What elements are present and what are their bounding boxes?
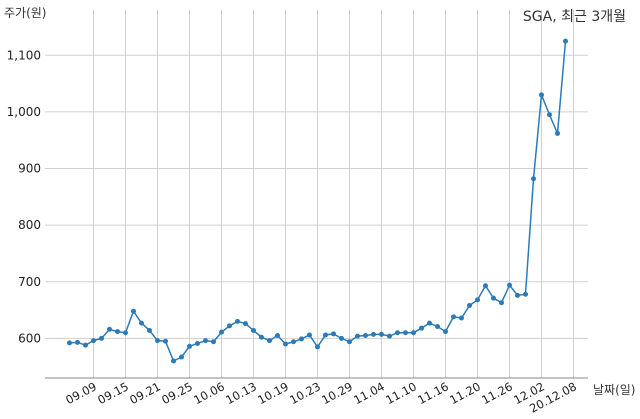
data-point — [219, 329, 224, 335]
data-point — [419, 325, 424, 331]
data-point — [411, 330, 416, 336]
data-point — [323, 332, 328, 338]
data-point — [403, 330, 408, 336]
data-point — [443, 329, 448, 335]
data-point — [251, 327, 256, 333]
y-tick-label: 600 — [18, 331, 41, 345]
data-point — [475, 297, 480, 303]
data-point — [107, 326, 112, 332]
data-point — [83, 342, 88, 348]
data-point — [75, 339, 80, 345]
data-point — [67, 340, 72, 346]
x-tick-label: 11.16 — [415, 379, 451, 407]
data-point — [235, 318, 240, 324]
data-point — [147, 327, 152, 333]
data-point — [531, 176, 536, 182]
data-point — [123, 330, 128, 336]
x-tick-label: 11.04 — [351, 379, 387, 407]
data-point — [555, 130, 560, 136]
data-point — [315, 344, 320, 350]
data-point — [435, 323, 440, 329]
data-point — [427, 320, 432, 326]
data-point — [507, 282, 512, 288]
x-axis-label: 날짜(일) — [593, 383, 636, 397]
data-point — [307, 332, 312, 338]
data-point — [483, 283, 488, 289]
x-tick-label: 10.29 — [319, 379, 355, 407]
data-point — [379, 331, 384, 337]
data-point — [243, 321, 248, 327]
data-point — [491, 295, 496, 301]
data-point — [395, 330, 400, 336]
data-point — [299, 336, 304, 342]
x-tick-label: 11.26 — [479, 379, 515, 407]
data-point — [539, 92, 544, 98]
x-tick-labels: 09.0909.1509.2109.2510.0610.1310.1910.23… — [63, 379, 579, 415]
data-point — [171, 358, 176, 364]
data-point — [187, 343, 192, 349]
horizontal-gridlines — [45, 54, 588, 339]
data-point — [203, 338, 208, 344]
data-point — [371, 331, 376, 337]
x-tick-label: 09.21 — [127, 379, 163, 407]
data-point — [155, 338, 160, 344]
data-point — [211, 339, 216, 345]
data-point — [459, 315, 464, 321]
data-point — [467, 303, 472, 309]
x-tick-label: 10.23 — [287, 379, 323, 407]
data-point — [291, 339, 296, 345]
data-point — [499, 300, 504, 306]
data-point — [131, 308, 136, 314]
vertical-gridlines — [93, 10, 574, 378]
data-point — [363, 333, 368, 339]
data-point — [347, 339, 352, 345]
x-tick-label: 09.25 — [159, 379, 195, 407]
data-point — [547, 112, 552, 118]
data-point — [179, 354, 184, 360]
data-point — [523, 291, 528, 297]
x-tick-label: 09.09 — [63, 379, 99, 407]
data-point — [563, 38, 568, 44]
data-point — [267, 338, 272, 344]
y-tick-label: 800 — [18, 218, 41, 232]
data-point — [115, 329, 120, 335]
data-point — [163, 338, 168, 344]
data-point — [387, 333, 392, 339]
data-point — [355, 333, 360, 339]
data-point — [515, 292, 520, 298]
y-tick-label: 1,100 — [7, 48, 41, 62]
y-tick-label: 700 — [18, 275, 41, 289]
data-point — [227, 323, 232, 329]
y-tick-labels: 600 700 800 900 1,000 1,100 — [7, 48, 41, 345]
data-point — [139, 320, 144, 326]
data-point — [451, 314, 456, 320]
y-tick-label: 900 — [18, 162, 41, 176]
x-tick-label: 11.20 — [447, 379, 483, 407]
x-tick-label: 10.13 — [223, 379, 259, 407]
x-tick-label: 11.10 — [383, 379, 419, 407]
data-point — [339, 335, 344, 341]
data-point — [195, 340, 200, 346]
y-tick-label: 1,000 — [7, 105, 41, 119]
data-point — [99, 335, 104, 341]
data-point — [259, 334, 264, 340]
data-point — [283, 341, 288, 347]
data-point — [331, 331, 336, 337]
data-point — [275, 333, 280, 339]
price-series — [67, 38, 568, 364]
x-tick-label: 09.15 — [95, 379, 131, 407]
x-tick-label: 10.06 — [191, 379, 227, 407]
chart-title: SGA, 최근 3개월 — [522, 9, 626, 25]
y-axis-label: 주가(원) — [4, 6, 47, 20]
x-tick-label: 10.19 — [255, 379, 291, 407]
data-point — [91, 338, 96, 344]
